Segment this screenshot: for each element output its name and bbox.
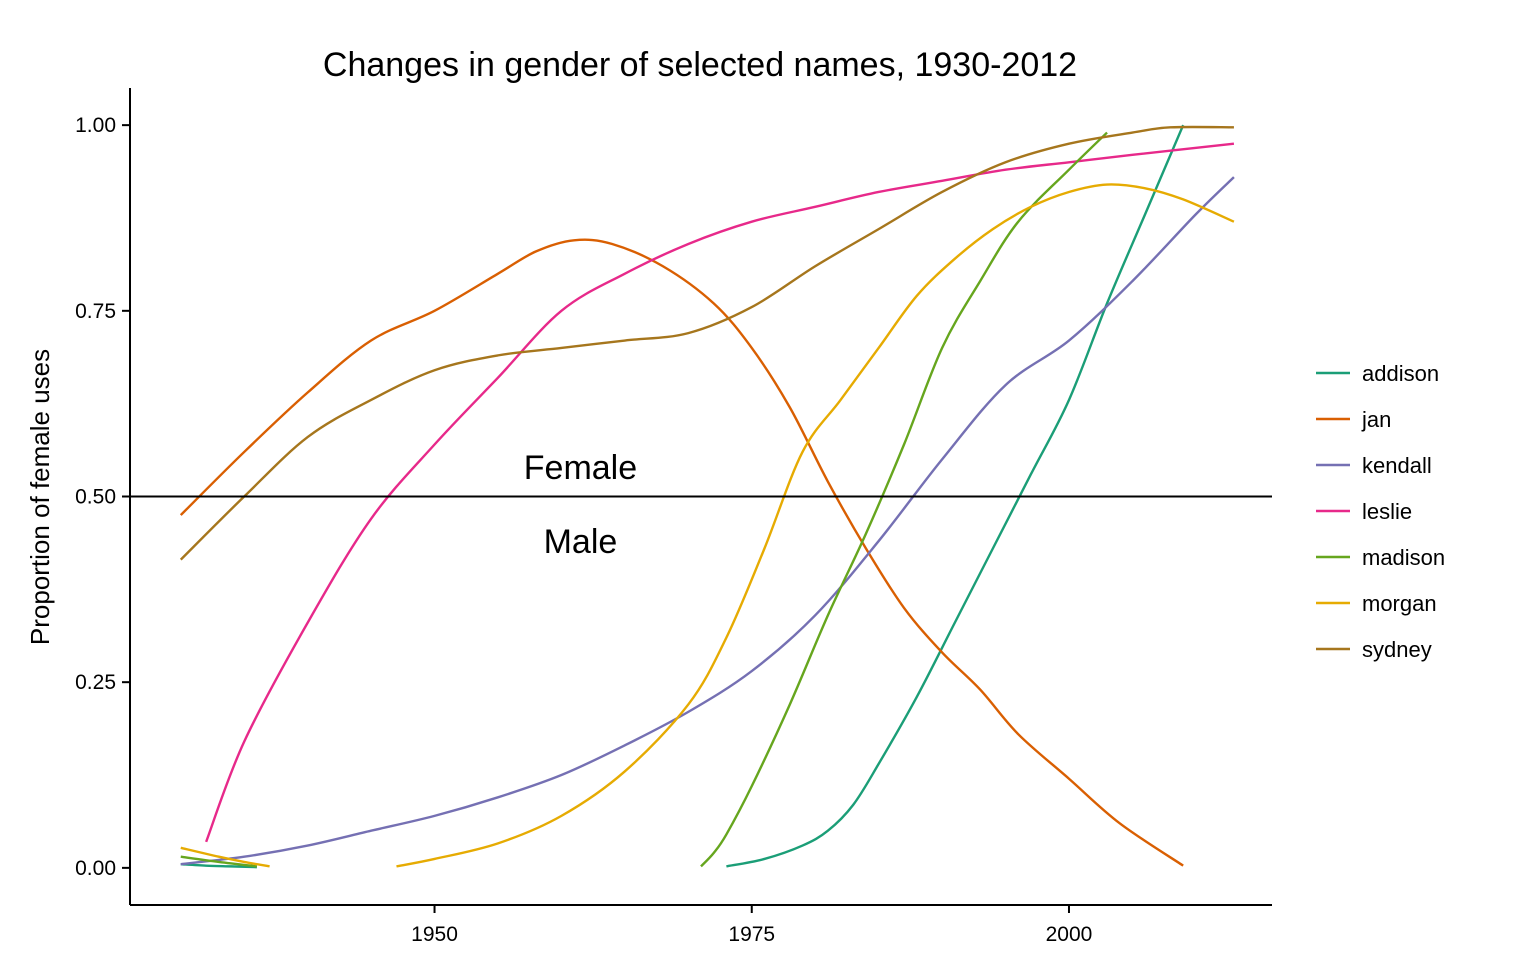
legend-item-madison: madison — [1316, 545, 1445, 570]
legend-item-jan: jan — [1316, 407, 1391, 432]
x-tick-label: 1950 — [411, 923, 458, 946]
y-axis: 0.00 0.25 0.50 0.75 1.00 — [75, 88, 131, 905]
series-line-addison — [726, 124, 1185, 868]
legend-item-addison: addison — [1316, 361, 1439, 386]
series-line-morgan — [396, 183, 1235, 868]
legend-item-kendall: kendall — [1316, 453, 1432, 478]
series-line-madison — [180, 855, 258, 868]
annotation-male: Male — [544, 523, 618, 561]
legend-item-sydney: sydney — [1316, 637, 1432, 662]
plot-lines — [179, 124, 1235, 869]
legend-item-leslie: leslie — [1316, 499, 1412, 524]
legend-item-morgan: morgan — [1316, 591, 1437, 616]
y-tick-label: 0.50 — [75, 486, 116, 509]
y-tick-label: 0.75 — [75, 300, 116, 323]
series-line-addison — [180, 862, 257, 869]
legend-label: madison — [1362, 545, 1445, 570]
series-line-sydney — [179, 125, 1234, 561]
series-line-leslie — [205, 142, 1235, 843]
y-tick-label: 1.00 — [75, 114, 116, 137]
chart-title: Changes in gender of selected names, 193… — [323, 46, 1077, 84]
y-tick-label: 0.00 — [75, 857, 116, 880]
series-line-morgan — [180, 846, 270, 868]
annotation-female: Female — [524, 449, 637, 487]
y-tick-label: 0.25 — [75, 671, 116, 694]
x-tick-label: 1975 — [728, 923, 775, 946]
x-tick-label: 2000 — [1046, 923, 1093, 946]
series-line-madison — [700, 131, 1108, 868]
legend-label: kendall — [1362, 453, 1432, 478]
legend-label: morgan — [1362, 591, 1437, 616]
legend-label: sydney — [1362, 637, 1432, 662]
annotations: Female Male — [524, 449, 637, 561]
legend-label: jan — [1361, 407, 1391, 432]
legend: addison jan kendall leslie madison morgan sydn… — [1316, 361, 1445, 662]
series-line-jan — [179, 238, 1184, 867]
series-line-kendall — [180, 176, 1235, 866]
x-axis: 1950 1975 2000 — [130, 904, 1272, 946]
legend-label: addison — [1362, 361, 1439, 386]
y-axis-label: Proportion of female uses — [25, 349, 55, 645]
legend-label: leslie — [1362, 499, 1412, 524]
